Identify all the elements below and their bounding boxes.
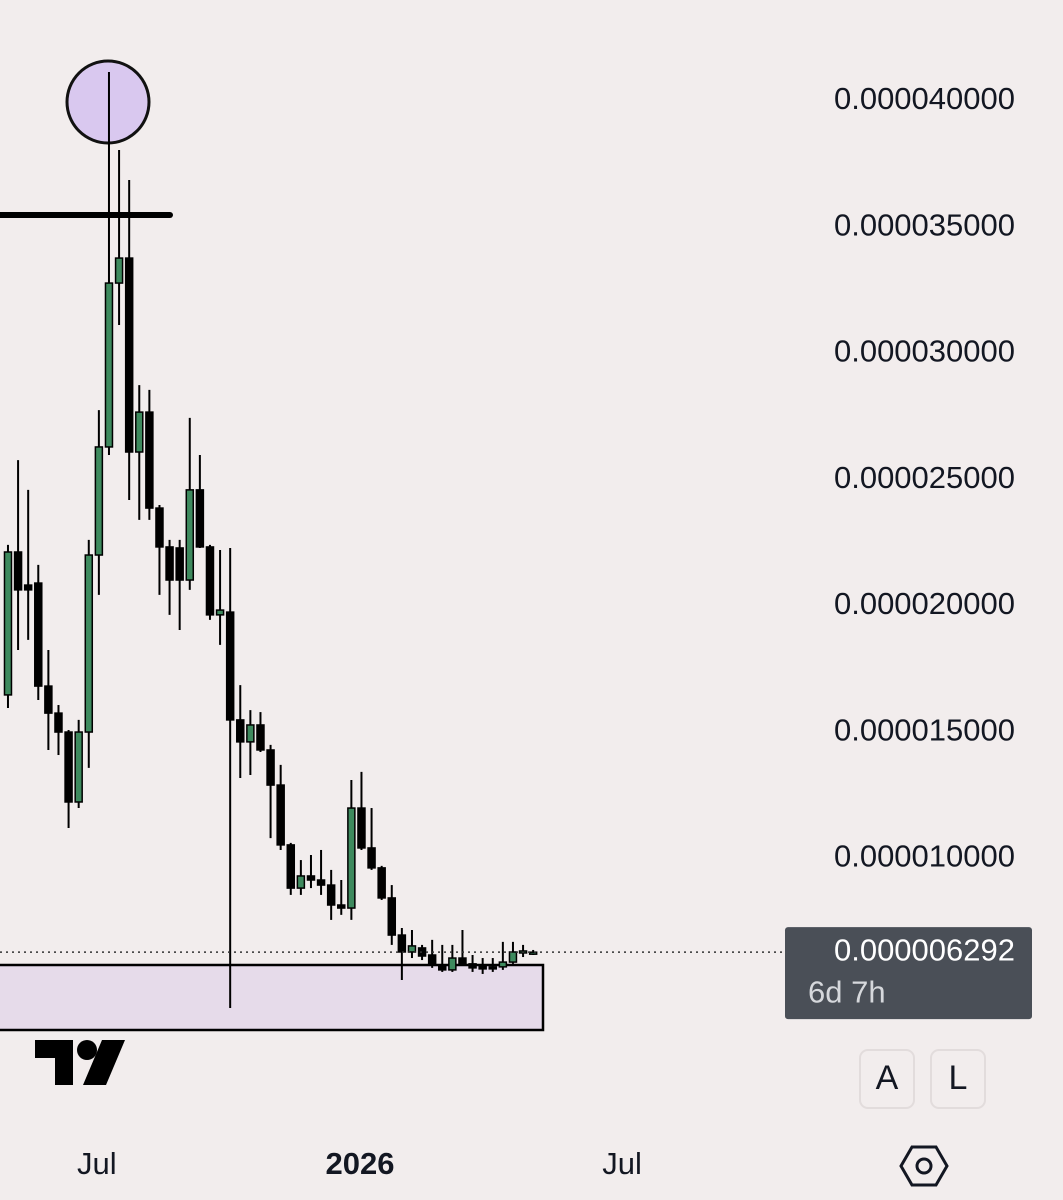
candle-body [94, 446, 104, 556]
candle-body [417, 947, 427, 957]
candle-body [236, 719, 245, 743]
y-tick-label: 0.000020000 [834, 586, 1015, 621]
log-button[interactable] [930, 1049, 986, 1109]
candle-body [44, 685, 53, 714]
last-price-label: 0.000006292 [834, 932, 1015, 967]
candle-body [155, 507, 164, 548]
candle-body [427, 954, 437, 966]
candle-body [34, 582, 43, 687]
candle-body [84, 554, 94, 733]
candle-body [23, 584, 33, 591]
auto-button-label[interactable]: A [876, 1059, 899, 1097]
candle-body [135, 411, 144, 453]
x-tick-label: Jul [77, 1146, 117, 1181]
candle-body [246, 724, 255, 743]
logo-part [35, 1040, 73, 1085]
support-zone [0, 963, 545, 1032]
x-tick-label: Jul [602, 1146, 642, 1181]
countdown-label: 6d 7h [808, 974, 886, 1009]
candle-body [13, 551, 23, 591]
candle-body [377, 867, 386, 899]
candle-body [165, 546, 174, 581]
candle-body [528, 951, 538, 955]
candle-body [64, 731, 73, 803]
candle-body [114, 257, 124, 284]
candle-body [458, 957, 467, 965]
log-button-label[interactable]: L [949, 1059, 968, 1097]
y-tick-label: 0.000030000 [834, 334, 1015, 369]
candle-body [407, 945, 417, 953]
candle-body [3, 551, 13, 696]
candle-body [468, 963, 477, 969]
candle-body [104, 282, 114, 448]
candle-body [397, 934, 407, 953]
candle-body [286, 844, 296, 889]
candle-body [337, 904, 346, 909]
candle-body [276, 784, 285, 846]
buttons: A L [859, 1049, 986, 1109]
candle-body [357, 807, 366, 849]
candle-body [448, 957, 457, 971]
logo-part [77, 1040, 97, 1060]
candle-body [316, 879, 326, 886]
candle-body [195, 489, 205, 548]
candle-body [488, 966, 498, 970]
y-tick-label: 0.000025000 [834, 460, 1015, 495]
candle-body [124, 257, 134, 453]
candle-body [225, 611, 235, 721]
candle-body [508, 951, 518, 963]
candle-body [256, 724, 265, 751]
candle-body [185, 489, 195, 581]
settings-icon[interactable] [899, 1145, 949, 1187]
settings-circle[interactable] [915, 1157, 933, 1175]
candle-body [498, 961, 508, 968]
last-price-box [785, 927, 1032, 1020]
candle-body [438, 964, 447, 971]
candle-body [367, 847, 376, 869]
x-tick-label: 2026 [325, 1146, 394, 1181]
candle-body [54, 712, 63, 733]
candle-body [74, 731, 83, 803]
candle-body [266, 749, 275, 786]
candle-body [306, 875, 316, 881]
candle-body [387, 897, 397, 936]
y-tick-label: 0.000040000 [834, 81, 1015, 116]
tradingview-logo [35, 1040, 125, 1085]
y-tick-label: 0.000010000 [834, 839, 1015, 874]
candle-body [326, 884, 336, 906]
y-tick-label: 0.000035000 [834, 207, 1015, 242]
candle-body [296, 875, 306, 889]
candle-body [145, 411, 154, 509]
y-tick-label: 0.000015000 [834, 712, 1015, 747]
candle-body [215, 609, 225, 616]
logo-part [83, 1040, 125, 1085]
settings-hexagon[interactable] [899, 1145, 949, 1187]
candle-body [205, 546, 215, 616]
candle-body [347, 807, 356, 909]
candle-body [175, 547, 184, 581]
candle-body [478, 965, 487, 970]
auto-button[interactable] [859, 1049, 915, 1109]
